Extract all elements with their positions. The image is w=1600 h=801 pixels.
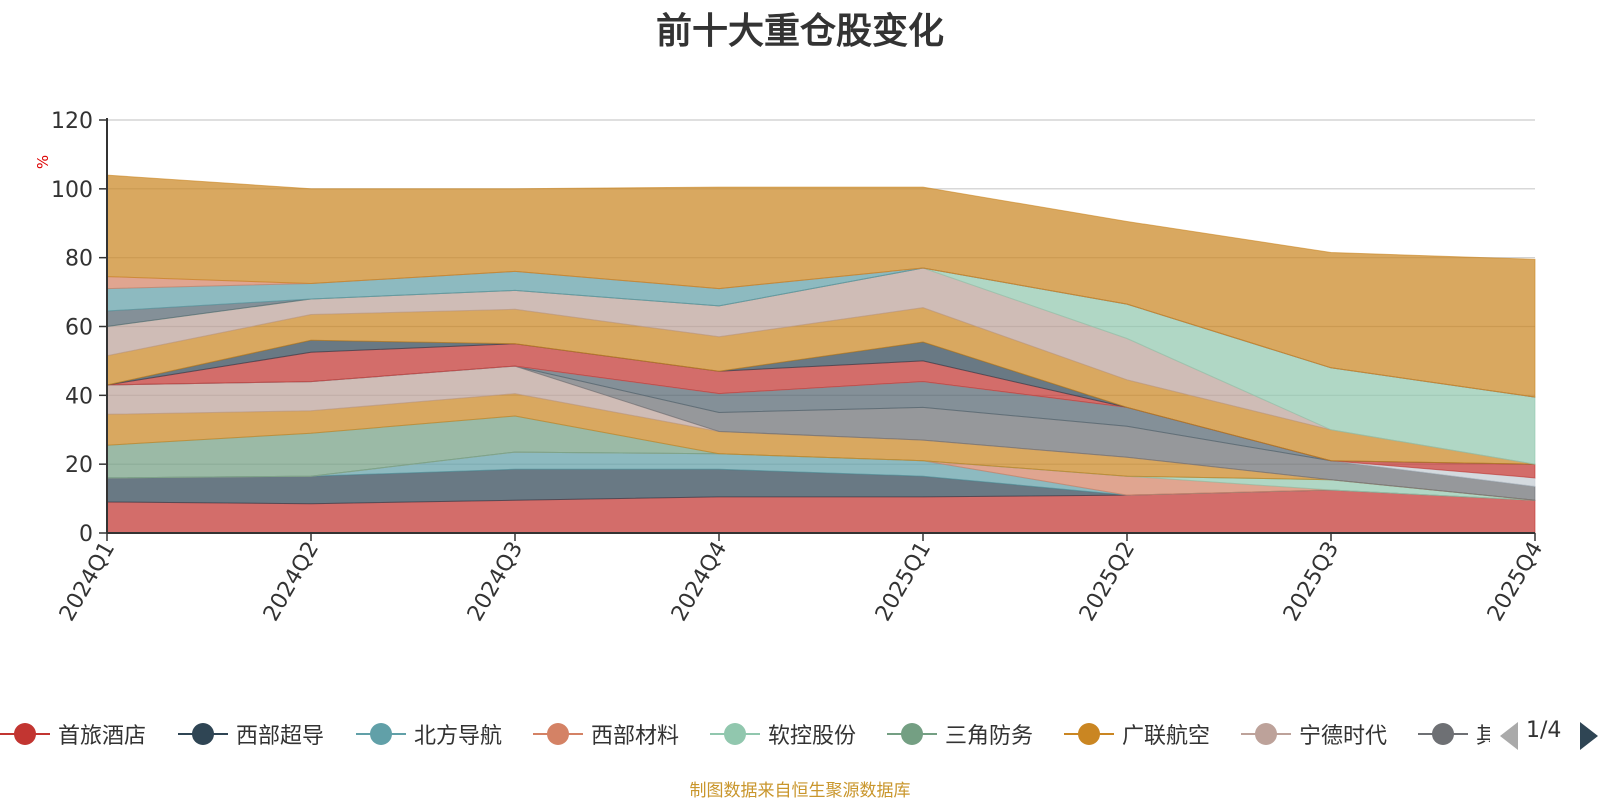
legend-item[interactable]: 广联航空 [1064, 712, 1210, 756]
y-tick-label: 0 [79, 522, 93, 547]
legend-next-page-icon[interactable] [1580, 722, 1598, 750]
legend-item[interactable]: 三角防务 [887, 712, 1033, 756]
y-tick-label: 120 [51, 109, 93, 134]
legend: 首旅酒店 西部超导 北方导航 西部材料 软控股份 三角防务 广联航空 宁德时代 其 [0, 712, 1490, 756]
legend-item[interactable]: 软控股份 [710, 712, 856, 756]
legend-prev-page-icon[interactable] [1500, 722, 1518, 750]
legend-marker-icon [710, 722, 760, 746]
y-tick-label: 60 [65, 316, 93, 341]
legend-label: 软控股份 [768, 724, 857, 749]
y-tick-label: 80 [65, 247, 93, 272]
legend-marker-icon [0, 722, 50, 746]
area-series [106, 174, 1536, 398]
y-tick-label: 20 [65, 453, 93, 478]
x-tick-label: 2025Q1 [871, 538, 936, 626]
legend-marker-icon [887, 722, 937, 746]
x-tick-label: 2025Q4 [1483, 538, 1548, 626]
legend-label: 其 [1476, 724, 1490, 749]
legend-label: 宁德时代 [1299, 724, 1388, 749]
legend-marker-icon [1418, 722, 1468, 746]
y-axis-unit-label: % [34, 155, 52, 169]
area-series [106, 174, 1536, 534]
legend-label: 西部超导 [236, 724, 325, 749]
legend-page-indicator: 1/4 [1526, 718, 1562, 743]
x-tick-label: 2024Q4 [667, 538, 732, 626]
legend-item[interactable]: 宁德时代 [1241, 712, 1387, 756]
legend-label: 西部材料 [591, 724, 680, 749]
source-note: 制图数据来自恒生聚源数据库 [689, 781, 911, 801]
legend-label: 首旅酒店 [58, 724, 147, 749]
legend-marker-icon [1064, 722, 1114, 746]
y-tick-label: 100 [51, 178, 93, 203]
legend-marker-icon [356, 722, 406, 746]
legend-marker-icon [1241, 722, 1291, 746]
legend-pager: 1/4 [1500, 716, 1600, 752]
x-tick-label: 2025Q2 [1075, 538, 1140, 626]
legend-label: 广联航空 [1122, 724, 1211, 749]
legend-label: 三角防务 [945, 724, 1034, 749]
legend-item[interactable]: 西部超导 [178, 712, 324, 756]
stacked-area-chart: 0 20 40 60 80 100 120 2024Q1 2024Q2 2024Q3 2024Q4 2… [34, 109, 1548, 626]
legend-item[interactable]: 首旅酒店 [0, 712, 146, 756]
legend-marker-icon [178, 722, 228, 746]
legend-item[interactable]: 北方导航 [356, 712, 502, 756]
x-tick-label: 2024Q1 [55, 538, 120, 626]
chart-title: 前十大重仓股变化 [655, 11, 944, 52]
x-tick-label: 2025Q3 [1279, 538, 1344, 626]
y-tick-label: 40 [65, 384, 93, 409]
legend-marker-icon [533, 722, 583, 746]
x-tick-label: 2024Q3 [463, 538, 528, 626]
legend-item[interactable]: 西部材料 [533, 712, 679, 756]
x-tick-label: 2024Q2 [259, 538, 324, 626]
legend-item[interactable]: 其 [1418, 712, 1490, 756]
legend-label: 北方导航 [414, 724, 503, 749]
